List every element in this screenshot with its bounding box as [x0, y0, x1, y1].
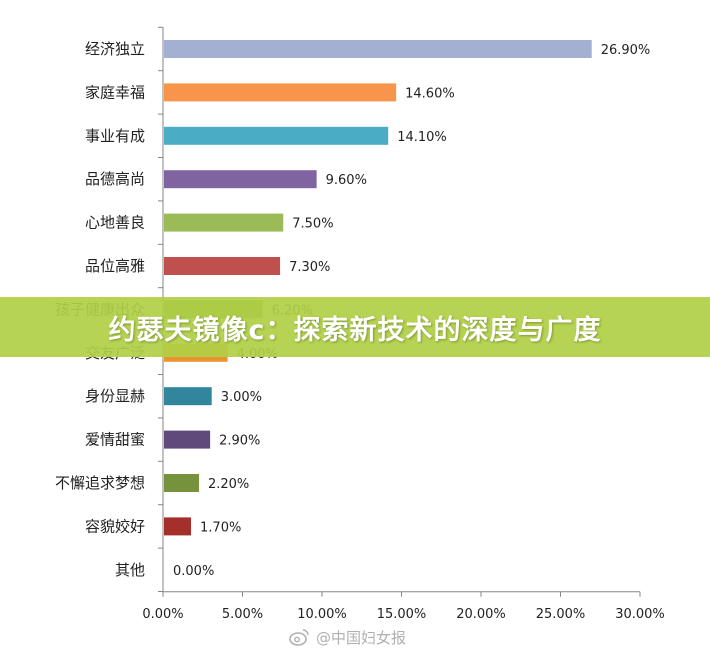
watermark-text: @中国妇女报	[316, 628, 407, 647]
weibo-icon	[289, 629, 309, 646]
value-label: 2.90%	[219, 434, 260, 449]
bar	[164, 474, 199, 492]
value-label: 7.50%	[292, 217, 333, 232]
value-label: 0.00%	[173, 564, 214, 579]
category-label: 品德高尚	[85, 170, 145, 188]
bar	[164, 83, 397, 102]
value-label: 1.70%	[200, 520, 241, 535]
category-label: 爱情甜蜜	[85, 431, 145, 449]
category-label: 心地善良	[85, 214, 145, 232]
category-label: 事业有成	[85, 127, 145, 145]
watermark: @中国妇女报	[288, 626, 406, 648]
bar	[164, 213, 284, 232]
x-tick-label: 30.00%	[615, 607, 665, 622]
bar	[164, 126, 389, 145]
category-label: 身份显赫	[85, 387, 145, 405]
bar	[164, 170, 317, 189]
x-tick-label: 0.00%	[142, 607, 183, 622]
bars-layer	[164, 40, 592, 536]
value-label: 14.10%	[397, 130, 447, 145]
value-label: 14.60%	[405, 86, 455, 101]
bar	[164, 430, 211, 449]
value-label: 7.30%	[289, 260, 330, 275]
bar	[164, 257, 281, 275]
bar	[164, 517, 192, 536]
x-tick-label: 10.00%	[297, 607, 347, 622]
value-label: 26.90%	[601, 43, 651, 58]
x-tick-label: 20.00%	[456, 607, 506, 622]
value-label: 3.00%	[221, 390, 262, 405]
category-label: 不懈追求梦想	[55, 474, 145, 492]
banner-text: 约瑟夫镜像c：探索新技术的深度与广度	[108, 314, 602, 346]
bar	[164, 387, 212, 406]
x-tick-label: 5.00%	[222, 607, 263, 622]
category-label: 经济独立	[85, 40, 145, 58]
category-label: 容貌姣好	[85, 517, 145, 535]
bar	[164, 40, 592, 58]
value-label: 2.20%	[208, 477, 249, 492]
value-label: 9.60%	[326, 173, 367, 188]
category-label: 品位高雅	[85, 257, 145, 275]
category-label: 家庭幸福	[85, 83, 145, 101]
x-tick-label: 25.00%	[536, 607, 586, 622]
axis-layer: 0.00% 5.00% 10.00% 15.00% 20.00% 25.00% 30.00%	[142, 26, 665, 622]
title-banner: 约瑟夫镜像c：探索新技术的深度与广度	[0, 297, 710, 357]
category-label: 其他	[115, 561, 145, 579]
labels-layer: 经济独立 26.90% 家庭幸福 14.60% 事业有成 14.10% 品德高尚 9.60% 心…	[55, 40, 650, 579]
x-tick-label: 15.00%	[377, 607, 427, 622]
